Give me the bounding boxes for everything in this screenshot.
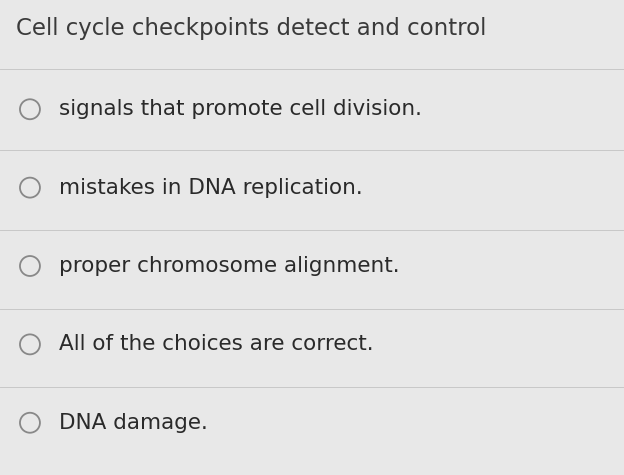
Ellipse shape xyxy=(20,256,40,276)
Text: DNA damage.: DNA damage. xyxy=(59,413,208,433)
Text: mistakes in DNA replication.: mistakes in DNA replication. xyxy=(59,178,363,198)
Ellipse shape xyxy=(20,413,40,433)
Text: All of the choices are correct.: All of the choices are correct. xyxy=(59,334,374,354)
Text: proper chromosome alignment.: proper chromosome alignment. xyxy=(59,256,400,276)
Ellipse shape xyxy=(20,334,40,354)
Text: signals that promote cell division.: signals that promote cell division. xyxy=(59,99,422,119)
Text: Cell cycle checkpoints detect and control: Cell cycle checkpoints detect and contro… xyxy=(16,17,486,39)
Ellipse shape xyxy=(20,99,40,119)
Ellipse shape xyxy=(20,178,40,198)
